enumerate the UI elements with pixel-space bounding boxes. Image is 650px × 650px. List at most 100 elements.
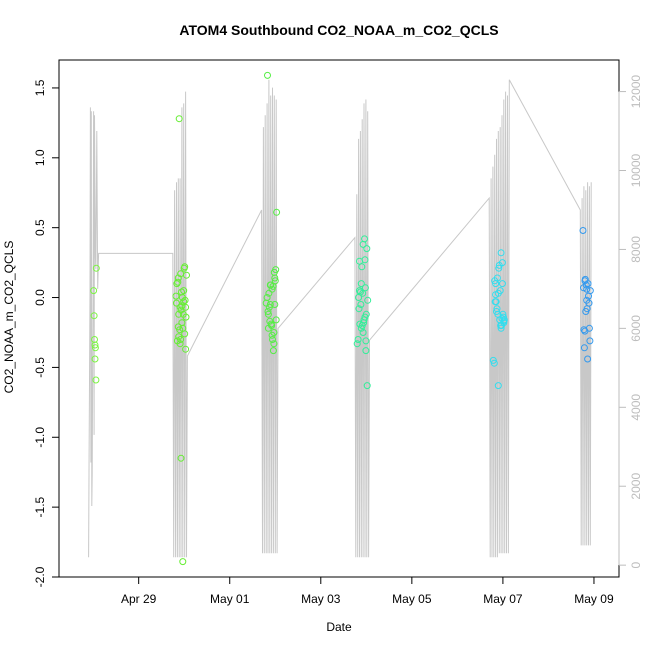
data-point [580, 344, 588, 352]
data-point [182, 303, 190, 311]
x-axis-title: Date [326, 620, 352, 634]
data-point [175, 115, 183, 123]
data-point [181, 263, 189, 271]
data-point [265, 303, 273, 311]
data-point [357, 324, 365, 332]
data-point [494, 289, 502, 297]
data-point [266, 281, 274, 289]
y-tick-label: 1.0 [33, 149, 47, 166]
data-point [364, 296, 372, 304]
y-tick-label: 1.5 [33, 79, 47, 96]
x-tick-label: May 07 [483, 592, 523, 606]
data-point [174, 274, 182, 282]
data-point [91, 341, 99, 349]
series-flight-2 [172, 115, 190, 566]
data-point [173, 299, 180, 307]
data-point [356, 257, 363, 265]
x-tick-label: Apr 29 [121, 592, 157, 606]
data-point [355, 305, 363, 313]
plot-area-frame [58, 59, 620, 578]
data-point [269, 336, 276, 343]
data-point [92, 376, 100, 384]
data-point [178, 302, 186, 310]
data-point [264, 310, 272, 318]
data-point [91, 355, 99, 363]
y-tick-label: -2.0 [33, 566, 47, 587]
data-point [172, 292, 180, 300]
data-point [495, 264, 503, 272]
data-point [354, 336, 362, 343]
data-point [362, 337, 370, 345]
chart-title: ATOM4 Southbound CO2_NOAA_m_CO2_QCLS [179, 22, 498, 38]
y2-tick-label: 12000 [629, 75, 643, 109]
data-point [498, 280, 506, 288]
data-point [174, 278, 182, 286]
data-point [492, 280, 500, 288]
data-point [176, 340, 184, 348]
y-tick-label: -1.5 [33, 496, 47, 517]
data-point [174, 323, 182, 331]
y2-tick-label: 0 [629, 562, 643, 569]
data-point [585, 299, 593, 307]
data-point [175, 333, 183, 341]
data-point [272, 316, 280, 324]
y-tick-label: 0.5 [33, 219, 47, 236]
data-point [497, 249, 505, 257]
y-tick-label: -1.0 [33, 427, 47, 448]
data-point [353, 340, 361, 348]
data-point [361, 284, 369, 292]
series-flight-6 [579, 227, 594, 363]
y2-tick-label: 10000 [629, 153, 643, 187]
data-point [273, 208, 281, 216]
data-point [92, 264, 100, 272]
data-point [498, 259, 506, 267]
data-point [583, 285, 591, 293]
y-tick-label: -0.5 [33, 357, 47, 378]
data-points-layer [90, 71, 594, 566]
data-point [361, 313, 369, 321]
data-point [269, 347, 277, 355]
data-point [359, 329, 367, 336]
data-point [363, 245, 371, 253]
x-tick-label: May 01 [210, 592, 250, 606]
x-tick-label: May 05 [392, 592, 432, 606]
y2-tick-label: 8000 [629, 236, 643, 263]
data-point [357, 301, 365, 308]
data-point [494, 382, 502, 390]
data-point [582, 281, 590, 289]
series-flight-1 [90, 264, 100, 384]
data-point [180, 287, 188, 295]
y2-tick-label: 4000 [629, 394, 643, 421]
data-point [497, 324, 505, 332]
data-point [359, 240, 367, 248]
data-point [264, 71, 271, 79]
data-point [177, 270, 185, 278]
data-point [491, 298, 499, 306]
data-point [263, 294, 271, 301]
data-point [268, 331, 276, 339]
data-point [586, 287, 594, 295]
series-flight-5 [489, 249, 508, 390]
data-point [181, 296, 189, 304]
data-point [362, 347, 370, 355]
data-point [182, 345, 190, 353]
data-point [500, 317, 508, 325]
data-point [175, 310, 183, 318]
data-point [181, 330, 189, 338]
x-tick-label: May 09 [574, 592, 614, 606]
data-point [90, 312, 98, 320]
y-axis-right: 0 2000 4000 6000 8000 10000 12000 [618, 75, 643, 569]
data-point [182, 313, 190, 321]
data-point [581, 327, 589, 335]
data-point [179, 558, 187, 566]
data-point [357, 280, 365, 288]
data-point [177, 454, 185, 462]
data-point [584, 355, 592, 363]
data-point [268, 285, 276, 293]
y2-tick-label: 6000 [629, 315, 643, 342]
altitude-trace-line [88, 79, 592, 558]
data-point [264, 308, 272, 315]
y-axis-left: -2.0 -1.5 -1.0 -0.5 0.0 0.5 1.0 1.5 [33, 79, 60, 587]
data-point [356, 288, 364, 296]
